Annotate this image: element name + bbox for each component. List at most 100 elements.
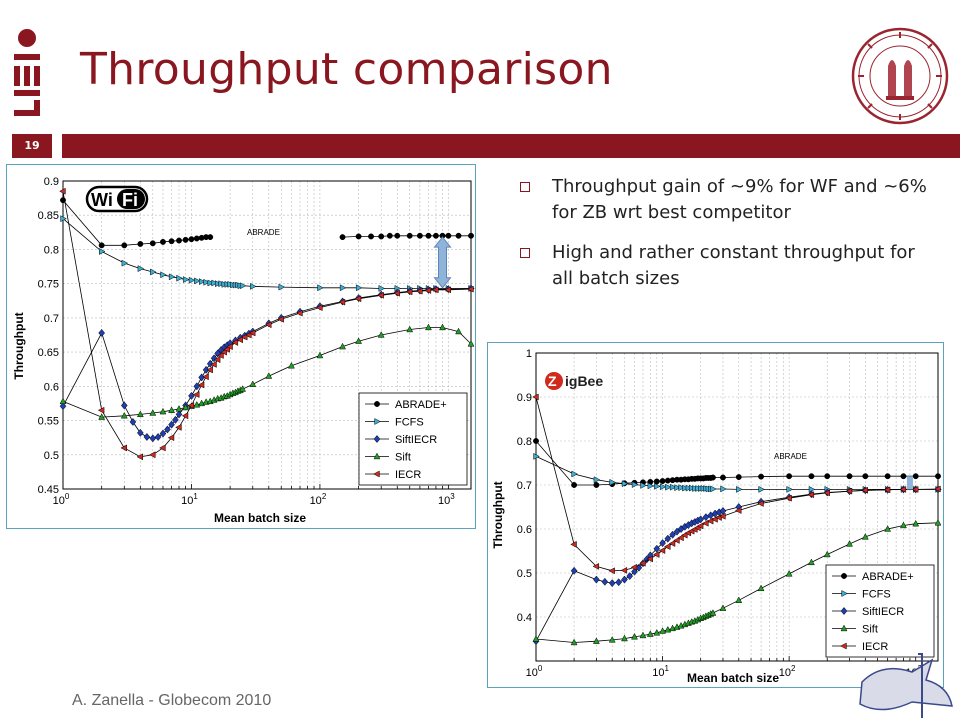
data-point — [845, 487, 853, 495]
y-tick-label: 0.4 — [517, 612, 532, 624]
zigbee-badge-text: Z — [548, 373, 557, 389]
data-point — [653, 629, 661, 636]
wifi-badge-text: Wi — [91, 190, 113, 210]
data-point — [416, 287, 423, 295]
data-point — [168, 238, 175, 245]
zigbee-badge-circle — [545, 372, 563, 390]
series-fcfs — [533, 452, 942, 493]
legend-label: IECR — [862, 641, 888, 653]
data-point — [840, 642, 847, 650]
data-point — [659, 483, 667, 491]
data-point — [646, 630, 654, 637]
data-point — [757, 584, 765, 592]
x-tick-label: 102 — [310, 492, 327, 507]
x-tick-label: 101 — [652, 664, 669, 679]
data-point — [143, 432, 151, 441]
data-point — [709, 609, 717, 616]
x-tick-label: 101 — [181, 492, 198, 507]
y-tick-label: 0.7 — [44, 313, 59, 325]
data-point — [934, 485, 941, 493]
data-point — [223, 345, 230, 353]
data-point — [250, 282, 257, 290]
y-tick-label: 0.65 — [38, 347, 59, 359]
data-point — [702, 519, 709, 527]
data-point — [668, 540, 676, 547]
data-point — [317, 284, 324, 292]
slide-number: 19 — [12, 134, 52, 158]
data-point — [278, 283, 286, 291]
data-point — [697, 515, 704, 524]
data-point — [621, 575, 628, 584]
university-seal-icon — [851, 27, 949, 125]
data-point — [934, 519, 942, 526]
data-point — [98, 413, 106, 420]
zigbee-chart-svg: Throughput Mean batch size 0.4 0.5 0.6 0.7 0… — [491, 348, 942, 685]
data-point — [176, 237, 182, 244]
x-tick-label: 102 — [779, 664, 796, 679]
data-point — [149, 434, 157, 443]
data-point — [277, 315, 284, 323]
data-point — [467, 285, 474, 293]
y-tick-label: 0.9 — [517, 392, 532, 404]
data-point — [620, 566, 628, 574]
data-point — [735, 474, 742, 481]
data-point — [706, 517, 714, 525]
data-point — [807, 491, 815, 499]
data-point — [339, 234, 346, 241]
data-point — [202, 365, 210, 374]
data-point — [912, 519, 920, 527]
data-point — [646, 555, 653, 563]
data-point — [120, 401, 128, 410]
y-tick-label: 0.5 — [44, 450, 59, 462]
data-point — [59, 187, 66, 195]
x-tick-label: 100 — [526, 664, 543, 679]
data-point — [159, 429, 167, 438]
data-point — [339, 284, 347, 292]
data-point — [689, 484, 696, 492]
data-point — [373, 452, 381, 460]
data-point — [626, 572, 634, 581]
series-iecr — [59, 187, 474, 461]
data-point — [220, 348, 227, 356]
data-point — [207, 279, 215, 287]
data-point — [425, 232, 432, 239]
bullet-text: High and rather constant throughput for … — [552, 242, 915, 289]
data-point — [912, 473, 919, 480]
wifi-throughput-chart: Throughput Mean batch size 0.45 0.5 0.55 0.… — [6, 164, 476, 529]
data-point — [217, 352, 224, 359]
y-axis-label: Throughput — [491, 481, 505, 548]
data-point — [808, 558, 815, 566]
data-point — [808, 473, 815, 480]
data-point — [236, 336, 243, 344]
series-abrade — [60, 197, 474, 249]
data-point — [639, 631, 647, 639]
annotation-label: ABRADE — [247, 228, 280, 237]
data-point — [674, 484, 681, 492]
data-point — [211, 279, 218, 287]
legend-label: ABRADE+ — [395, 399, 447, 411]
data-point — [373, 435, 381, 443]
data-point — [129, 417, 137, 426]
data-point — [368, 233, 374, 240]
data-point — [664, 625, 672, 633]
data-point — [899, 485, 907, 493]
data-point — [176, 274, 183, 282]
y-tick-label: 0.85 — [38, 210, 59, 222]
x-axis-label: Mean batch size — [687, 671, 779, 685]
bullet-item: High and rather constant throughput for … — [520, 240, 940, 292]
data-point — [98, 242, 105, 249]
data-point — [841, 573, 847, 579]
data-point — [608, 567, 615, 575]
header-bar — [62, 134, 960, 158]
data-point — [393, 289, 400, 297]
data-point — [468, 232, 474, 239]
data-point — [823, 489, 830, 497]
data-point — [148, 451, 156, 459]
data-point — [405, 288, 413, 296]
data-point — [202, 373, 209, 381]
data-point — [406, 232, 413, 239]
data-point — [593, 476, 601, 484]
gap-arrow-shape — [906, 476, 913, 490]
data-point — [720, 485, 727, 493]
